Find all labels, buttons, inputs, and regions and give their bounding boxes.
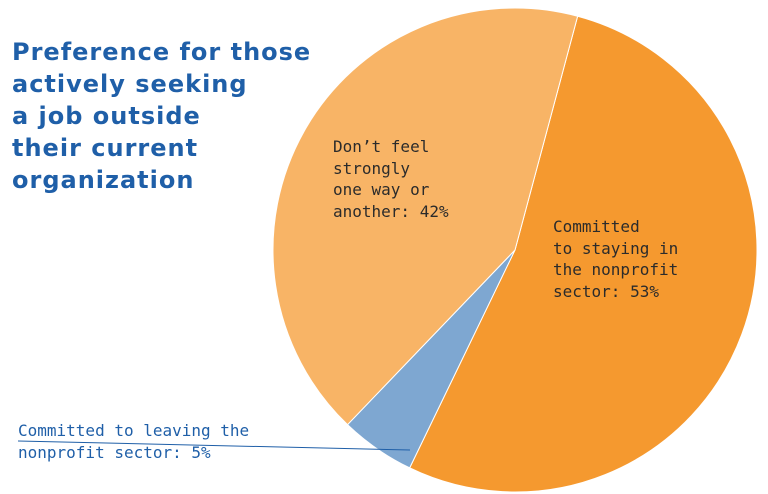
slice-label-line: strongly <box>333 158 411 178</box>
chart-title: Preference for those actively seeking a … <box>12 36 342 196</box>
pie-slice-staying <box>409 15 758 493</box>
slice-label-line: to staying in <box>553 238 679 258</box>
slice-label-line: another: 42% <box>333 201 449 221</box>
chart-title-line: organization <box>12 166 195 194</box>
slice-label-line: nonprofit sector: 5% <box>18 442 211 462</box>
chart-title-line: their current <box>12 134 199 162</box>
slice-label-staying: Committed to staying in the nonprofit se… <box>553 216 678 302</box>
pie-slice-neutral <box>272 7 579 426</box>
chart-title-line: actively seeking <box>12 70 248 98</box>
slice-label-line: one way or <box>333 180 430 199</box>
chart-title-line: Preference for those <box>12 38 312 66</box>
slice-label-line: Don’t feel <box>333 137 430 156</box>
slice-label-line: sector: 53% <box>553 281 659 301</box>
slice-label-line: Committed <box>553 217 640 236</box>
slice-label-line: Committed to leaving the <box>18 421 250 440</box>
slice-label-neutral: Don’t feel strongly one way or another: … <box>333 136 449 222</box>
leader-line-leaving <box>17 440 411 451</box>
slice-label-line: the nonprofit <box>553 260 679 279</box>
chart-title-line: a job outside <box>12 102 201 130</box>
slice-label-leaving: Committed to leaving the nonprofit secto… <box>18 420 249 463</box>
